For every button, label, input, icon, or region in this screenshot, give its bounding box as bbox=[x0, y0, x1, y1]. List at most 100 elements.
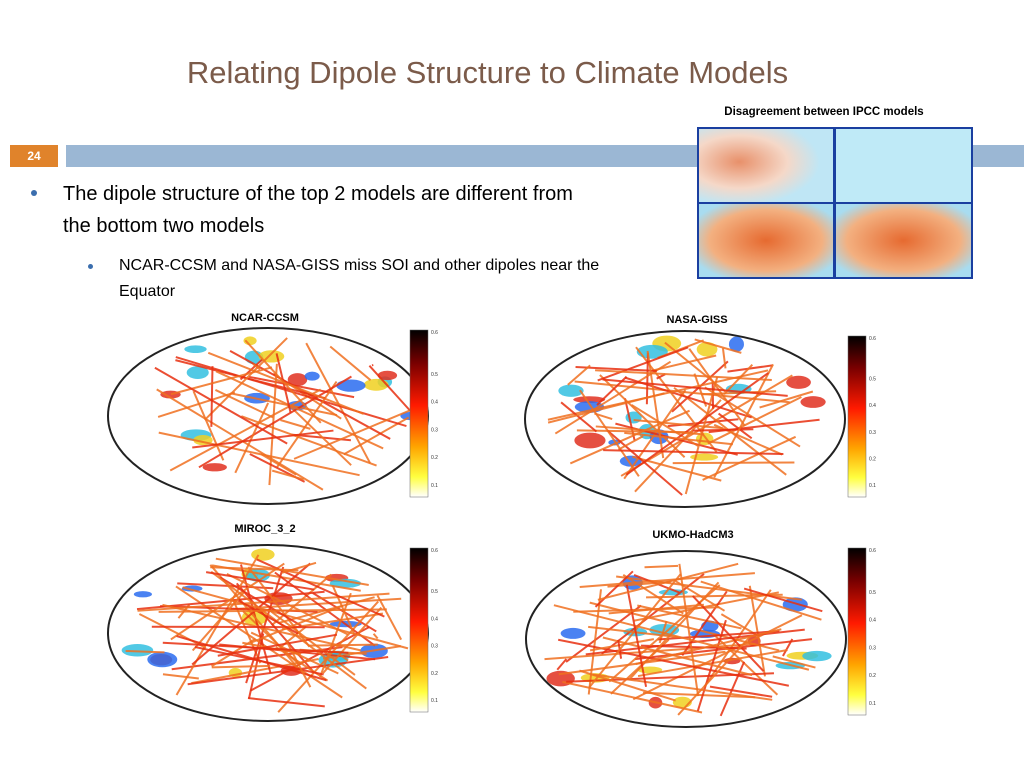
dipole-link bbox=[579, 389, 640, 477]
anomaly-blob bbox=[636, 344, 668, 359]
dipole-link bbox=[592, 673, 773, 701]
dipole-link bbox=[565, 604, 642, 663]
dipole-link bbox=[632, 614, 803, 701]
dipole-link bbox=[162, 673, 199, 680]
dipole-link bbox=[207, 351, 364, 415]
dipole-link bbox=[624, 431, 734, 446]
dipole-link bbox=[707, 396, 802, 445]
colorbar bbox=[409, 547, 429, 713]
dipole-link bbox=[156, 388, 324, 491]
dipole-link bbox=[681, 590, 728, 656]
dipole-link bbox=[176, 635, 327, 682]
dipole-link bbox=[646, 350, 665, 459]
anomaly-blob bbox=[181, 585, 203, 592]
dipole-link bbox=[211, 664, 271, 669]
anomaly-blob bbox=[147, 651, 178, 668]
dipole-link bbox=[187, 656, 389, 686]
anomaly-blob bbox=[202, 463, 227, 472]
colorbar bbox=[847, 547, 867, 716]
dipole-link bbox=[182, 586, 409, 650]
map bbox=[107, 544, 429, 722]
dipole-link bbox=[125, 650, 165, 654]
dipole-link bbox=[230, 392, 338, 417]
dipole-link bbox=[248, 375, 355, 399]
dipole-link bbox=[644, 564, 679, 569]
dipole-link bbox=[602, 378, 788, 397]
dipole-link bbox=[175, 585, 343, 699]
dipole-link bbox=[625, 372, 769, 476]
dipole-link bbox=[692, 428, 754, 432]
dipole-link bbox=[677, 634, 753, 716]
dipole-link bbox=[579, 572, 755, 589]
anomaly-blob bbox=[573, 396, 606, 404]
dipole-link bbox=[721, 348, 727, 369]
map bbox=[107, 327, 429, 505]
dipole-link bbox=[372, 633, 379, 640]
dipole-link bbox=[289, 405, 352, 466]
dipole-link bbox=[275, 646, 329, 682]
dipole-link bbox=[285, 639, 312, 688]
dipole-link bbox=[772, 655, 816, 669]
anomaly-blob bbox=[363, 378, 389, 391]
anomaly-blob bbox=[251, 548, 275, 561]
colorbar-label: 0.1 bbox=[869, 701, 876, 707]
dipole-link bbox=[560, 401, 598, 433]
dipole-link bbox=[575, 366, 657, 372]
dipole-link bbox=[293, 407, 415, 460]
dipole-link bbox=[643, 691, 756, 699]
dipole-link bbox=[566, 672, 775, 683]
colorbar-label: 0.3 bbox=[431, 644, 438, 650]
colorbar-label: 0.5 bbox=[431, 589, 438, 595]
dipole-link bbox=[210, 366, 214, 427]
dipole-link bbox=[646, 593, 783, 599]
dipole-link bbox=[684, 376, 719, 495]
dipole-link bbox=[151, 625, 325, 629]
dipole-link bbox=[205, 571, 315, 591]
dipole-link bbox=[678, 563, 700, 697]
colorbar-label: 0.4 bbox=[869, 403, 876, 409]
dipole-link bbox=[569, 409, 690, 465]
dipole-link bbox=[234, 402, 270, 474]
dipole-link bbox=[597, 562, 739, 601]
dipole-link bbox=[595, 369, 772, 381]
dipole-link bbox=[368, 364, 413, 414]
anomaly-blob bbox=[133, 591, 152, 598]
colorbar-label: 0.5 bbox=[869, 590, 876, 596]
colorbar-label: 0.2 bbox=[869, 673, 876, 679]
colorbar-label: 0.4 bbox=[431, 616, 438, 622]
sub-bullet: NCAR-CCSM and NASA-GISS miss SOI and oth… bbox=[119, 257, 600, 300]
dipole-link bbox=[280, 419, 311, 430]
dipole-link bbox=[247, 697, 325, 708]
map bbox=[524, 330, 846, 508]
colorbar-label: 0.3 bbox=[869, 645, 876, 651]
dipole-link bbox=[219, 576, 302, 627]
dipole-link bbox=[633, 418, 723, 430]
colorbar-label: 0.1 bbox=[431, 698, 438, 704]
dipole-link bbox=[587, 589, 602, 695]
colorbar-label: 0.5 bbox=[431, 372, 438, 378]
anomaly-blob bbox=[287, 373, 308, 387]
colorbar bbox=[847, 335, 867, 498]
dipole-link bbox=[215, 370, 384, 450]
dipole-link bbox=[635, 628, 782, 665]
dipole-link bbox=[556, 658, 568, 671]
colorbar-label: 0.1 bbox=[431, 483, 438, 489]
dipole-link bbox=[169, 388, 322, 472]
dipole-link bbox=[192, 429, 334, 449]
colorbar-label: 0.3 bbox=[431, 427, 438, 433]
colorbar-label: 0.2 bbox=[869, 456, 876, 462]
anomaly-blob bbox=[184, 345, 207, 353]
anomaly-blob bbox=[121, 644, 154, 657]
dipole-link bbox=[210, 570, 367, 690]
colorbar-label: 0.6 bbox=[869, 336, 876, 342]
slide-number-box bbox=[10, 145, 58, 167]
colorbar-label: 0.4 bbox=[869, 618, 876, 624]
dipole-link bbox=[719, 661, 746, 717]
colorbar-label: 0.1 bbox=[869, 483, 876, 489]
dipole-link bbox=[603, 449, 784, 456]
dipole-link bbox=[276, 380, 338, 468]
dipole-link bbox=[211, 564, 361, 592]
dipole-link bbox=[177, 582, 274, 590]
colorbar-label: 0.6 bbox=[431, 548, 438, 554]
dipole-link bbox=[717, 412, 753, 440]
